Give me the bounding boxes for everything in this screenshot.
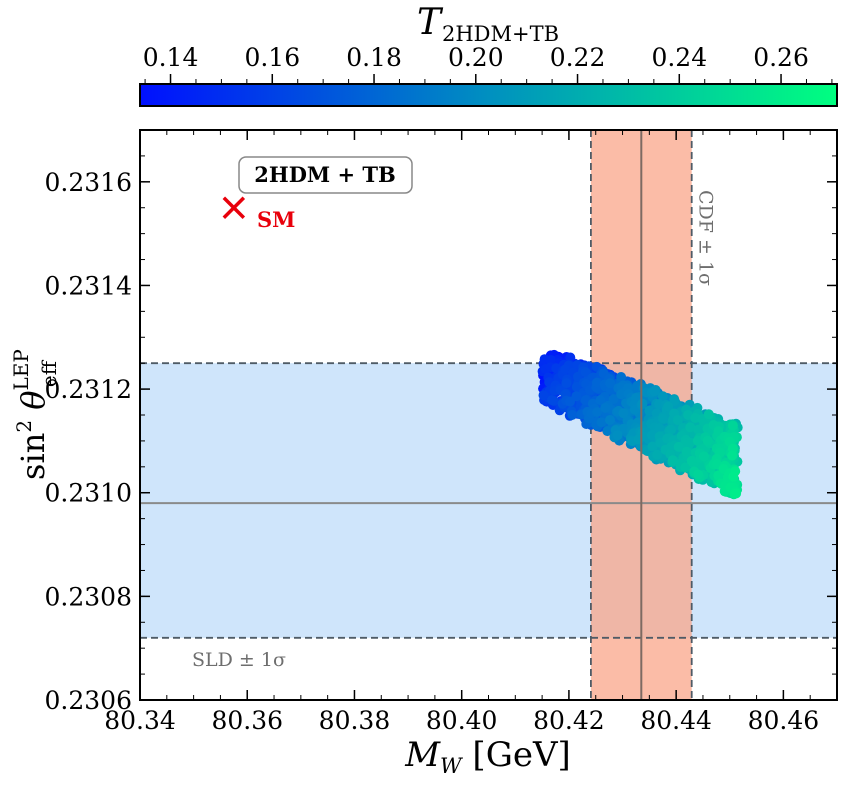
scan-point: [560, 364, 571, 375]
scan-point: [571, 381, 582, 392]
y-tick-label: 0.2314: [45, 271, 132, 300]
scan-point: [637, 398, 648, 409]
y-axis-label-sup2: 2: [12, 420, 36, 433]
scan-point: [703, 409, 714, 420]
scan-point: [699, 451, 709, 462]
scan-point: [592, 407, 603, 418]
x-axis-label-main: M: [404, 735, 441, 775]
scan-point: [680, 462, 691, 473]
colorbar-tick-label: 0.20: [448, 43, 504, 72]
y-axis-label-sub: eff: [37, 359, 61, 387]
scan-point: [596, 417, 607, 428]
scan-point: [616, 372, 627, 382]
sld-band-label: SLD ± 1σ: [192, 649, 286, 671]
scan-point: [731, 488, 742, 499]
colorbar-tick-label: 0.18: [346, 43, 402, 72]
x-axis-label-sub: W: [440, 754, 464, 778]
x-axis-label-unit: [GeV]: [462, 735, 571, 775]
colorbar-tick-label: 0.14: [143, 43, 199, 72]
scan-point: [644, 405, 655, 416]
x-tick-label: 80.44: [640, 706, 712, 735]
y-tick-label: 0.2316: [45, 168, 132, 197]
scan-point: [546, 395, 557, 406]
colorbar-label: T2HDM+TB: [417, 2, 559, 46]
scan-point: [602, 426, 613, 437]
x-axis-ticks: 80.34 80.36 80.38 80.40 80.42 80.44 80.46: [104, 130, 838, 735]
y-axis-label-pre: sin: [14, 433, 52, 480]
scan-point: [652, 449, 663, 460]
scan-point: [686, 455, 697, 466]
scan-point: [608, 394, 619, 405]
scan-point: [673, 441, 684, 452]
scan-point: [647, 441, 658, 452]
scan-point: [600, 402, 611, 413]
scan-point: [618, 423, 629, 434]
scan-point: [567, 409, 578, 420]
scan-point: [538, 390, 549, 401]
scan-point: [654, 423, 665, 433]
scan-point: [657, 391, 668, 402]
scan-point: [616, 389, 627, 400]
plot-area: CDF ± 1σ SLD ± 1σ 2HDM + TB SM 80.34 80.3…: [45, 129, 838, 735]
x-tick-label: 80.38: [319, 706, 391, 735]
scan-point: [727, 420, 738, 431]
y-axis-label: sin2 θLEP eff: [9, 350, 61, 480]
cdf-band-label: CDF ± 1σ: [695, 190, 717, 286]
y-axis-ticks: 0.2306 0.2308 0.2310 0.2312 0.2314 0.2316: [45, 129, 837, 715]
model-label-box: 2HDM + TB: [238, 156, 413, 194]
scan-point: [685, 422, 696, 433]
x-tick-label: 80.36: [211, 706, 283, 735]
scan-point: [605, 415, 615, 425]
x-axis-label: MW [GeV]: [404, 735, 571, 778]
y-tick-label: 0.2308: [45, 582, 132, 611]
scan-point: [692, 435, 703, 446]
scan-point: [672, 415, 683, 426]
sm-label: SM: [257, 207, 295, 232]
scan-points: [537, 349, 743, 500]
sld-band: [140, 363, 837, 638]
y-tick-label: 0.2306: [45, 686, 132, 715]
sm-cross-stroke-2: [222, 196, 246, 219]
scan-point: [663, 401, 674, 412]
colorbar-tick-label: 0.24: [651, 43, 707, 72]
scan-point: [618, 408, 629, 419]
scan-point: [595, 395, 606, 406]
x-tick-label: 80.34: [104, 706, 176, 735]
scan-point: [727, 450, 738, 461]
colorbar-gradient: [139, 83, 838, 107]
y-axis-label-theta: θ: [14, 391, 52, 420]
x-tick-label: 80.40: [426, 706, 498, 735]
y-tick-label: 0.2312: [45, 375, 132, 404]
scan-point: [693, 424, 704, 435]
scan-point: [612, 430, 623, 441]
colorbar-tick-label: 0.16: [244, 43, 300, 72]
colorbar-tick-label: 0.26: [753, 43, 809, 72]
scan-point: [605, 378, 616, 389]
scan-point: [666, 424, 677, 435]
scan-point: [702, 435, 713, 446]
y-tick-label: 0.2310: [45, 479, 132, 508]
scan-point: [658, 413, 668, 424]
scan-point: [667, 455, 678, 466]
colorbar-tick-label: 0.22: [550, 43, 606, 72]
scan-point: [561, 378, 572, 389]
scan-point: [693, 469, 704, 480]
scan-point: [649, 386, 660, 397]
colorbar: T2HDM+TB 0.14 0.16 0.18 0.20 0.22 0.24 0.26: [139, 2, 838, 107]
model-label: 2HDM + TB: [254, 162, 396, 187]
scan-point: [571, 391, 582, 402]
colorbar-label-main: T: [417, 2, 444, 43]
sm-marker: [222, 196, 246, 219]
scan-point: [728, 471, 739, 482]
scan-point: [592, 377, 602, 388]
y-axis-label-sup: LEP: [9, 350, 33, 391]
colorbar-label-sub: 2HDM+TB: [442, 22, 559, 46]
scan-point: [647, 430, 657, 441]
x-tick-label: 80.42: [533, 706, 605, 735]
x-tick-label: 80.46: [748, 706, 820, 735]
colorbar-ticks: 0.14 0.16 0.18 0.20 0.22 0.24 0.26: [143, 43, 833, 84]
scan-point: [681, 446, 692, 457]
